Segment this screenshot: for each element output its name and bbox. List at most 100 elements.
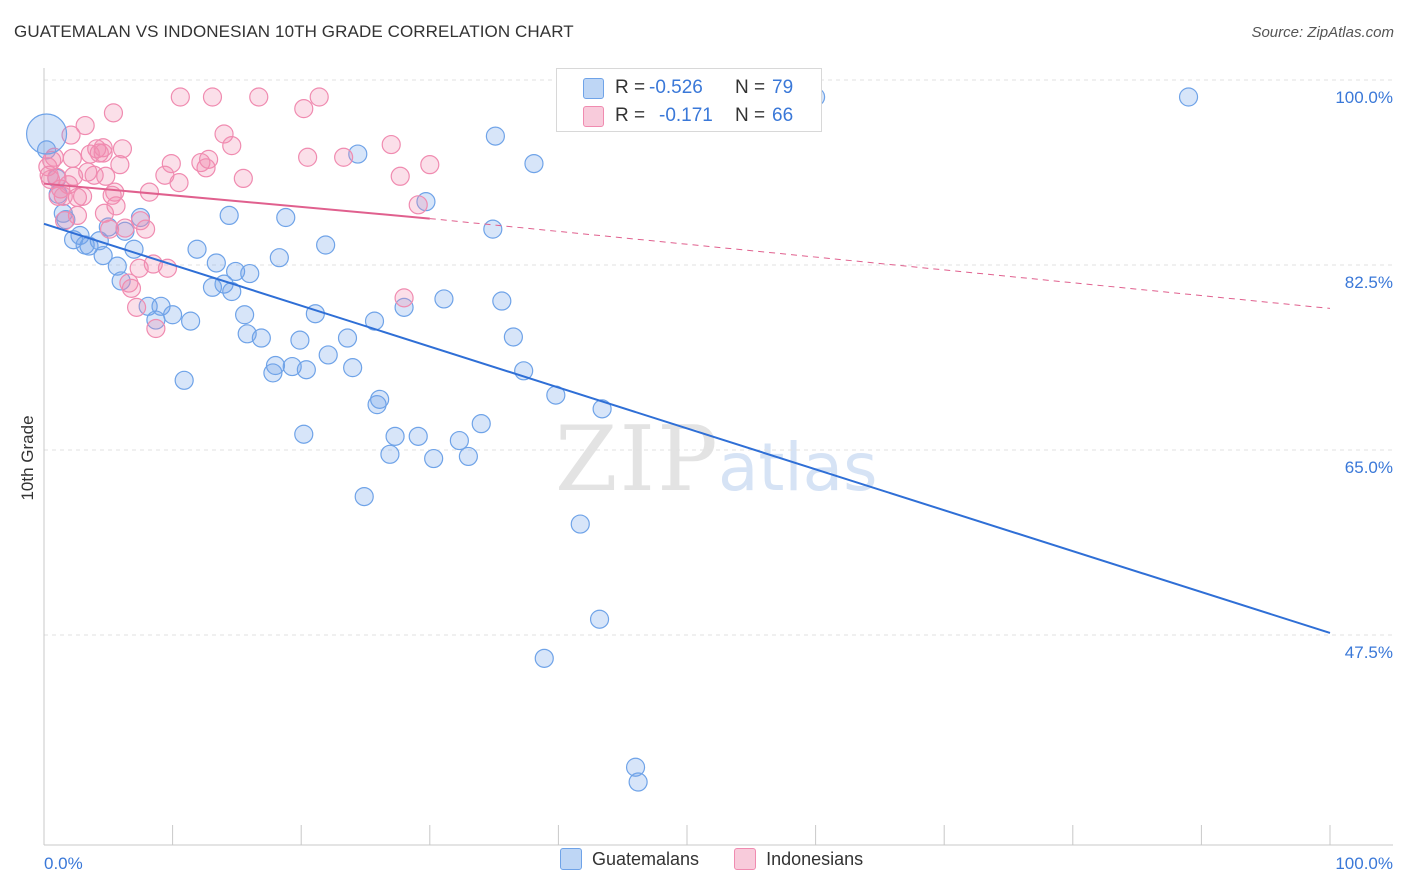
point-indonesians: [381, 134, 401, 155]
point-indonesians: [146, 318, 166, 339]
point-indonesians: [214, 124, 234, 144]
point-guatemalans: [187, 239, 207, 259]
point-guatemalans: [628, 772, 648, 792]
point-guatemalans: [458, 446, 478, 467]
point-indonesians: [309, 87, 329, 107]
point-guatemalans: [56, 210, 76, 230]
point-guatemalans: [318, 345, 338, 365]
point-guatemalans: [219, 205, 239, 225]
correlation-stats-box: R = -0.526 N = 79 R = -0.171 N = 66: [556, 68, 822, 132]
point-guatemalans: [348, 144, 368, 164]
point-guatemalans: [240, 263, 260, 284]
point-indonesians: [169, 173, 189, 193]
point-indonesians: [75, 115, 95, 136]
stats-row-indonesians: R = -0.171 N = 66: [557, 100, 821, 128]
n-label: N =: [735, 105, 766, 126]
point-indonesians: [105, 182, 125, 202]
point-guatemalans: [107, 256, 127, 276]
point-indonesians: [249, 87, 269, 107]
point-guatemalans: [294, 424, 314, 444]
point-guatemalans: [269, 248, 289, 268]
point-guatemalans: [367, 395, 387, 415]
point-guatemalans: [251, 328, 271, 348]
watermark-zip: ZIP: [555, 407, 720, 512]
point-guatemalans: [1178, 87, 1199, 107]
point-indonesians: [126, 297, 147, 317]
point-guatemalans: [276, 207, 296, 228]
stats-swatch-indonesians: [583, 106, 604, 127]
point-indonesians: [161, 154, 181, 174]
point-indonesians: [298, 147, 318, 167]
trendline-indonesians: [43, 182, 430, 220]
point-guatemalans: [449, 430, 469, 451]
point-indonesians: [72, 186, 93, 206]
point-guatemalans: [296, 360, 316, 380]
point-indonesians: [119, 273, 139, 293]
point-guatemalans: [222, 281, 242, 302]
n-label: N =: [735, 77, 766, 98]
point-guatemalans: [492, 291, 512, 311]
point-guatemalans: [111, 271, 131, 291]
point-indonesians: [62, 148, 82, 168]
point-indonesians: [63, 166, 84, 186]
point-indonesians: [390, 166, 410, 186]
point-guatemalans: [503, 327, 523, 347]
point-guatemalans: [408, 426, 428, 446]
point-guatemalans: [471, 414, 491, 434]
point-indonesians: [135, 219, 156, 239]
legend-label-indonesians: Indonesians: [766, 848, 864, 869]
point-indonesians: [129, 258, 149, 278]
point-indonesians: [408, 195, 428, 215]
point-guatemalans: [364, 311, 385, 331]
point-indonesians: [93, 143, 113, 163]
legend-item-indonesians[interactable]: Indonesians: [734, 848, 863, 870]
x-tick-label: 100.0%: [1335, 854, 1393, 873]
point-indonesians: [115, 218, 135, 238]
point-guatemalans: [282, 356, 302, 377]
source-label: Source: ZipAtlas.com: [1251, 24, 1394, 41]
point-indonesians: [99, 219, 120, 239]
point-indonesians: [233, 168, 253, 188]
point-indonesians: [96, 166, 116, 186]
y-tick-label: 47.5%: [1345, 643, 1393, 662]
point-guatemalans: [237, 324, 257, 344]
point-guatemalans: [337, 328, 358, 348]
point-indonesians: [103, 103, 124, 123]
y-tick-label: 100.0%: [1335, 88, 1393, 107]
point-guatemalans: [93, 245, 113, 266]
y-tick-label: 82.5%: [1345, 273, 1393, 292]
trendline-guatemalans: [43, 222, 1331, 634]
point-indonesians: [222, 136, 242, 156]
point-guatemalans: [316, 235, 336, 255]
stats-swatch-guatemalans: [583, 78, 604, 99]
point-guatemalans: [206, 253, 226, 273]
point-indonesians: [199, 149, 219, 169]
point-indonesians: [53, 186, 73, 206]
point-guatemalans: [570, 514, 590, 534]
point-guatemalans: [343, 358, 363, 378]
point-guatemalans: [354, 487, 374, 507]
r-label: R =: [615, 105, 646, 126]
r-value: -0.171: [659, 105, 713, 126]
legend-label-guatemalans: Guatemalans: [592, 848, 700, 869]
point-indonesians: [294, 99, 314, 119]
point-guatemalans: [36, 140, 57, 160]
point-guatemalans: [290, 330, 310, 350]
y-axis-title: 10th Grade: [18, 415, 37, 500]
n-value: 79: [772, 77, 794, 98]
point-indonesians: [170, 87, 190, 107]
point-guatemalans: [434, 289, 454, 309]
point-guatemalans: [265, 355, 286, 376]
point-indonesians: [106, 196, 126, 216]
watermark-atlas: atlas: [718, 429, 878, 506]
point-guatemalans: [589, 609, 610, 629]
legend-swatch-guatemalans: [560, 848, 582, 870]
point-indonesians: [334, 147, 354, 167]
legend-item-guatemalans[interactable]: Guatemalans: [560, 848, 699, 870]
point-guatemalans: [592, 399, 612, 419]
point-guatemalans: [263, 363, 283, 383]
point-guatemalans: [235, 305, 255, 325]
point-guatemalans: [163, 305, 183, 325]
point-guatemalans: [483, 219, 503, 239]
